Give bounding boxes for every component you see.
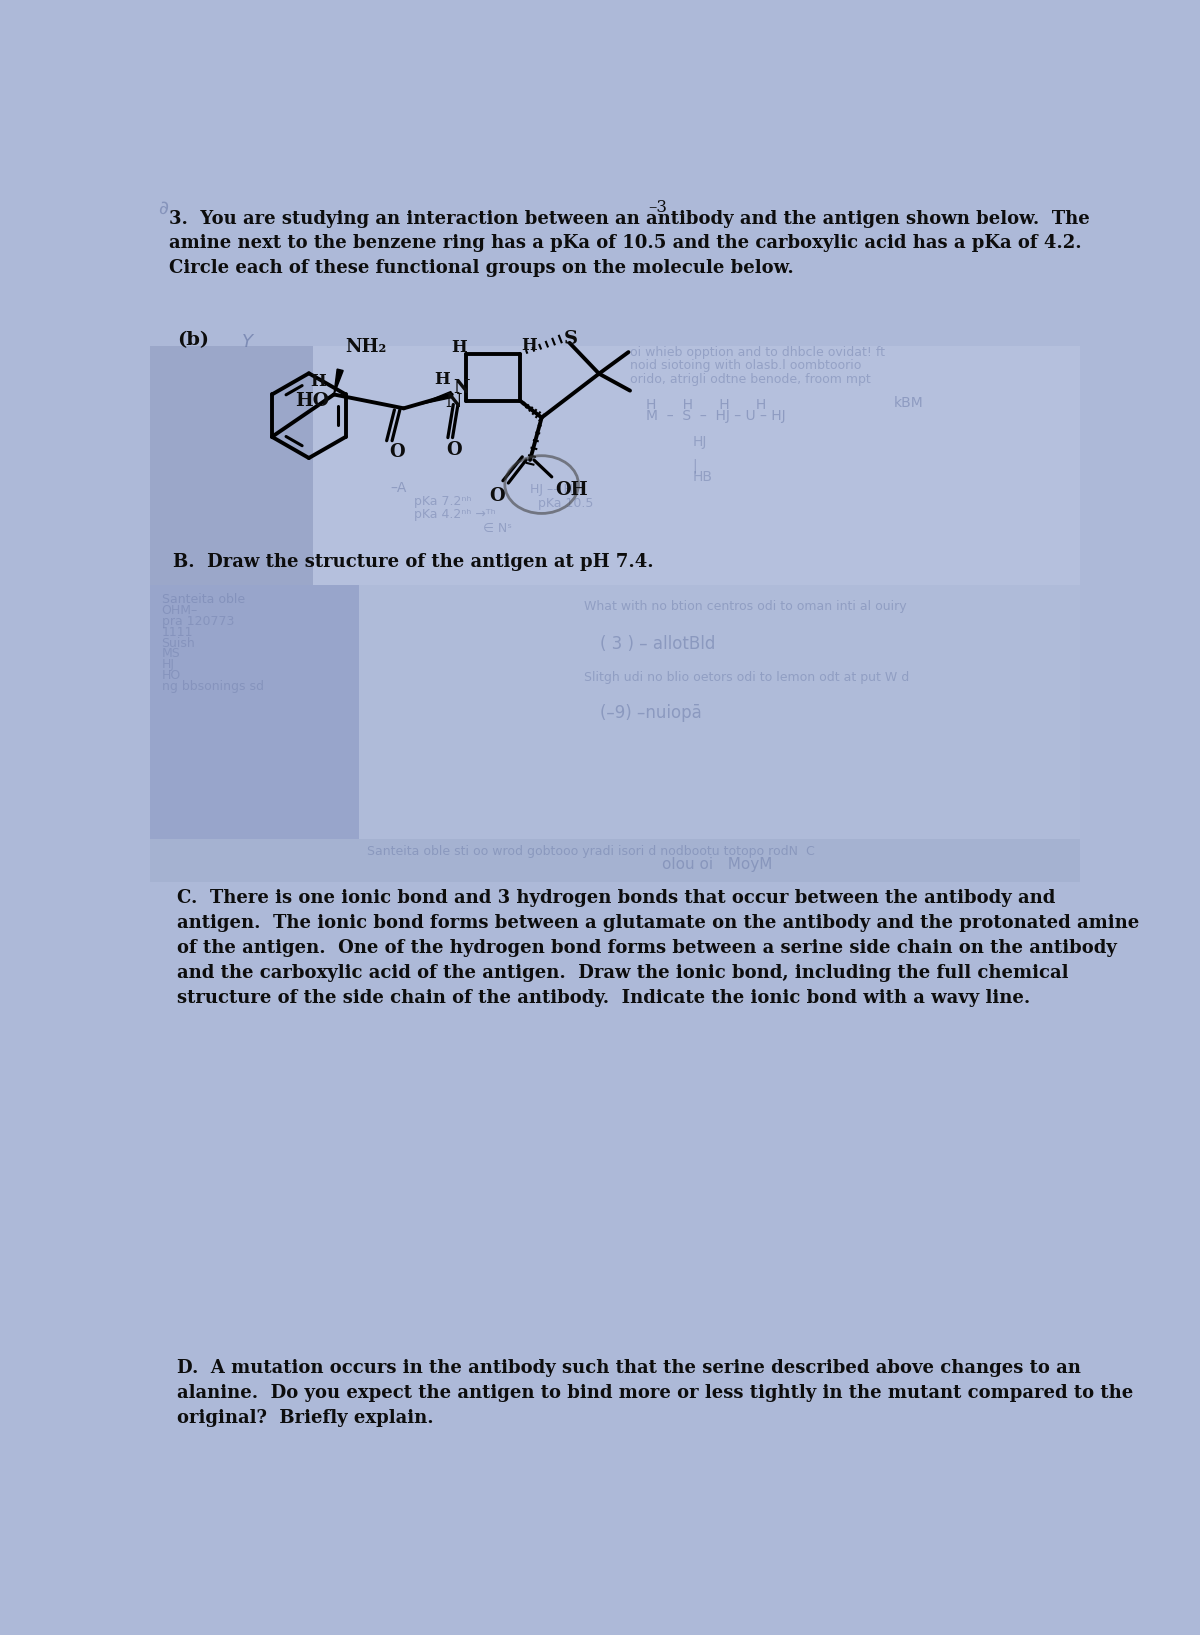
Text: pra 120773: pra 120773 xyxy=(162,615,234,628)
Text: N: N xyxy=(454,379,470,397)
Text: H: H xyxy=(451,338,467,356)
Text: ∈ Nˢ: ∈ Nˢ xyxy=(484,522,512,535)
Text: HB: HB xyxy=(692,469,713,484)
Text: HO: HO xyxy=(295,392,330,410)
Text: (–9) –nuiopā: (–9) –nuiopā xyxy=(600,705,701,723)
Text: Slitgh udi no blio oetors odi to lemon odt at put W d: Slitgh udi no blio oetors odi to lemon o… xyxy=(584,672,910,685)
Text: 1111: 1111 xyxy=(162,626,193,639)
Text: Y: Y xyxy=(241,334,252,352)
Text: H      H      H      H: H H H H xyxy=(646,397,767,412)
Text: –A: –A xyxy=(390,481,407,495)
Bar xyxy=(150,839,1080,881)
Text: HJ: HJ xyxy=(692,435,707,450)
Bar xyxy=(313,347,1080,585)
Text: B.  Draw the structure of the antigen at pH 7.4.: B. Draw the structure of the antigen at … xyxy=(173,553,654,571)
Text: O: O xyxy=(446,441,462,459)
Text: HJ: HJ xyxy=(162,659,175,672)
Text: OHM–: OHM– xyxy=(162,605,198,618)
Text: Santeita oble sti oo wrod gobtooo yradi isori d nodbootu totopo rodN  C: Santeita oble sti oo wrod gobtooo yradi … xyxy=(367,845,815,857)
Text: |: | xyxy=(692,458,697,473)
Text: Santeita oble: Santeita oble xyxy=(162,594,245,605)
Text: 3.  You are studying an interaction between an antibody and the antigen shown be: 3. You are studying an interaction betwe… xyxy=(169,209,1090,276)
Text: N: N xyxy=(445,392,462,410)
Text: (b): (b) xyxy=(178,330,209,348)
Text: D.  A mutation occurs in the antibody such that the serine described above chang: D. A mutation occurs in the antibody suc… xyxy=(178,1359,1133,1427)
Text: –3: –3 xyxy=(648,198,667,216)
Text: H: H xyxy=(522,337,538,355)
Bar xyxy=(150,585,359,839)
Text: H: H xyxy=(434,371,450,389)
Text: pKa 4.2ⁿʰ →ᵀʰ: pKa 4.2ⁿʰ →ᵀʰ xyxy=(414,508,496,522)
Text: H: H xyxy=(311,373,326,389)
Text: HJ –– HJ: HJ –– HJ xyxy=(529,482,576,495)
Text: ∂: ∂ xyxy=(157,198,168,217)
Text: OH: OH xyxy=(556,481,588,499)
Text: Suish: Suish xyxy=(162,636,196,649)
Text: S: S xyxy=(564,330,578,348)
Text: oi whieb opption and to dhbcle ovidat! ft: oi whieb opption and to dhbcle ovidat! f… xyxy=(630,347,886,360)
Text: C.  There is one ionic bond and 3 hydrogen bonds that occur between the antibody: C. There is one ionic bond and 3 hydroge… xyxy=(178,889,1139,1007)
Text: noid siotoing with olasb.l oombtoorio: noid siotoing with olasb.l oombtoorio xyxy=(630,360,862,373)
Text: ng bbsonings sd: ng bbsonings sd xyxy=(162,680,264,693)
Text: O: O xyxy=(490,487,505,505)
Text: MS: MS xyxy=(162,647,180,661)
Text: kBM: kBM xyxy=(894,396,924,410)
Text: What with no btion centros odi to oman inti al ouiry: What with no btion centros odi to oman i… xyxy=(584,600,907,613)
Text: pKa 7.2ⁿʰ: pKa 7.2ⁿʰ xyxy=(414,495,470,508)
Text: O: O xyxy=(390,443,406,461)
Text: ( 3 ) – allotBld: ( 3 ) – allotBld xyxy=(600,634,715,652)
Text: NH₂: NH₂ xyxy=(346,338,386,356)
Text: orido, atrigli odtne benode, froom mpt: orido, atrigli odtne benode, froom mpt xyxy=(630,373,871,386)
Text: olou oi   MoyM: olou oi MoyM xyxy=(661,857,772,871)
Polygon shape xyxy=(419,391,452,404)
Text: HO: HO xyxy=(162,669,181,682)
Bar xyxy=(359,585,1080,839)
Bar xyxy=(150,347,313,585)
Text: pKa 10.5: pKa 10.5 xyxy=(538,497,593,510)
Polygon shape xyxy=(334,370,343,394)
Text: M  –  S  –  HJ – U – HJ: M – S – HJ – U – HJ xyxy=(646,409,786,423)
